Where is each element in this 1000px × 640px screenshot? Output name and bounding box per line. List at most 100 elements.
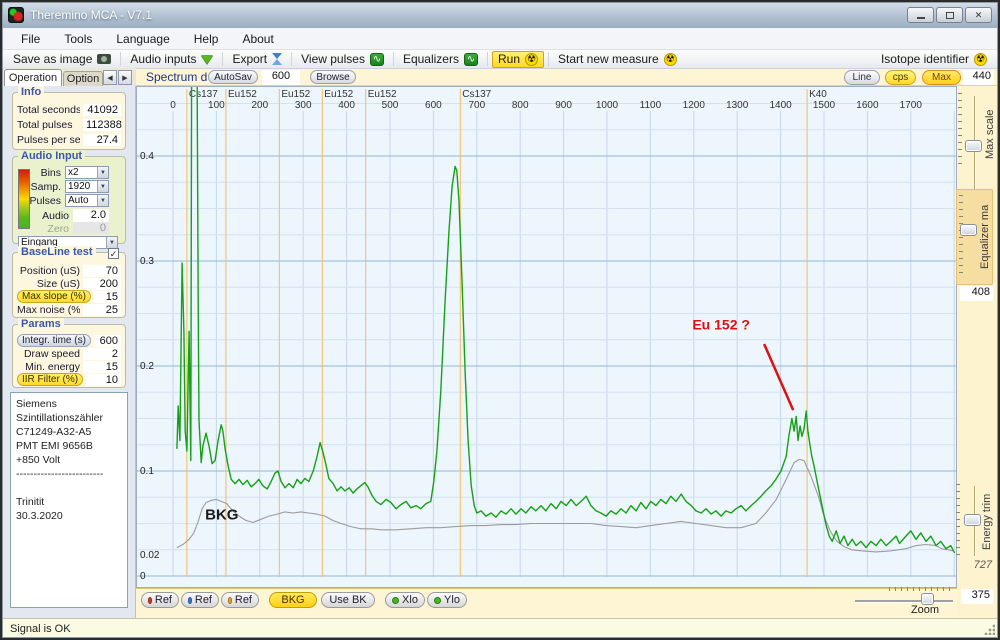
maximize-button[interactable] bbox=[936, 7, 963, 23]
toolbar-equalizers-button[interactable]: Equalizers bbox=[398, 51, 483, 68]
info-panel-title: Info bbox=[18, 86, 44, 98]
ref-2-button[interactable]: Ref bbox=[221, 592, 259, 608]
resize-grip[interactable] bbox=[984, 624, 995, 635]
draw-speed-value[interactable]: 2 bbox=[83, 348, 121, 360]
param-row: Draw speed2 bbox=[17, 347, 121, 360]
button-label: Ylo bbox=[444, 594, 460, 606]
browse-button[interactable]: Browse bbox=[310, 70, 356, 84]
iir-filter-label[interactable]: IIR Filter (%) bbox=[17, 373, 83, 386]
integr-time-s-label[interactable]: Integr. time (s) bbox=[17, 334, 91, 347]
memo-line: 30.3.2020 bbox=[16, 509, 122, 523]
position-us-value[interactable]: 70 bbox=[83, 265, 121, 277]
pulses-per-sec-label: Pulses per sec. bbox=[17, 134, 80, 146]
svg-text:1200: 1200 bbox=[683, 100, 706, 111]
svg-text:300: 300 bbox=[295, 100, 312, 111]
menu-item-about[interactable]: About bbox=[231, 30, 284, 48]
toolbar-isotope-identifier-button[interactable]: Isotope identifier bbox=[876, 51, 992, 68]
color-dot-icon bbox=[148, 597, 152, 604]
button-label: BKG bbox=[281, 594, 304, 606]
ref-0-button[interactable]: Ref bbox=[141, 592, 179, 608]
toolbar-label: Export bbox=[232, 52, 267, 66]
zoom-value: 375 bbox=[961, 589, 993, 604]
draw-speed-label: Draw speed bbox=[17, 348, 80, 360]
svg-text:1600: 1600 bbox=[856, 100, 879, 111]
toolbar-label: Audio inputs bbox=[130, 52, 196, 66]
svg-text:500: 500 bbox=[382, 100, 399, 111]
params-panel: Params Integr. time (s)600Draw speed2Min… bbox=[12, 324, 126, 388]
toolbar-save-as-image-button[interactable]: Save as image bbox=[8, 51, 116, 68]
energy-trim-ticks bbox=[956, 484, 960, 558]
xlo-5-button[interactable]: Xlo bbox=[385, 592, 425, 608]
svg-text:1000: 1000 bbox=[596, 100, 619, 111]
spectrum-chart[interactable]: Cs137Eu152Eu152Eu152Eu152Cs137K400100200… bbox=[136, 86, 957, 588]
param-row: Position (uS)70 bbox=[17, 264, 121, 277]
zero-field[interactable]: 0 bbox=[73, 222, 109, 234]
chevron-down-icon: ▼ bbox=[106, 237, 117, 248]
zoom-label: Zoom bbox=[903, 604, 947, 616]
tab-operation[interactable]: Operation bbox=[4, 69, 62, 86]
export-icon bbox=[272, 53, 282, 65]
max-slope-label[interactable]: Max slope (%) bbox=[17, 290, 91, 303]
toolbar-export-button[interactable]: Export bbox=[227, 51, 287, 68]
equalizer-label: Equalizer ma bbox=[979, 192, 991, 282]
ref-1-button[interactable]: Ref bbox=[181, 592, 219, 608]
tab-scroll-left-icon[interactable]: ◀ bbox=[103, 70, 117, 85]
bkg-button[interactable]: BKG bbox=[269, 592, 317, 608]
bottom-button-bar: Zoom Ref Ref Ref BKG Use BK Xlo Ylo bbox=[136, 588, 957, 618]
use-bk-button[interactable]: Use BK bbox=[321, 592, 375, 608]
svg-text:100: 100 bbox=[208, 100, 225, 111]
zoom-ticks bbox=[889, 587, 951, 591]
toolbar-label: Run bbox=[498, 52, 520, 66]
tab-scroll-right-icon[interactable]: ▶ bbox=[118, 70, 132, 85]
memo-notes[interactable]: SiemensSzintillationszählerC71249-A32-A5… bbox=[10, 392, 128, 608]
max-slope-value[interactable]: 15 bbox=[94, 291, 121, 303]
radiation-icon bbox=[974, 53, 987, 66]
equalizer-slider-thumb[interactable] bbox=[960, 224, 977, 236]
iir-filter-value[interactable]: 10 bbox=[86, 374, 121, 386]
toolbar-label: Save as image bbox=[13, 52, 92, 66]
toolbar-audio-inputs-button[interactable]: Audio inputs bbox=[125, 51, 218, 68]
pulses-select[interactable]: Auto▼ bbox=[65, 194, 109, 207]
minimize-button[interactable] bbox=[907, 7, 934, 23]
menu-item-help[interactable]: Help bbox=[183, 30, 230, 48]
button-label: Ref bbox=[195, 594, 212, 606]
svg-text:0.3: 0.3 bbox=[140, 256, 154, 267]
menu-item-language[interactable]: Language bbox=[105, 30, 180, 48]
svg-text:1500: 1500 bbox=[813, 100, 836, 111]
param-row: Size (uS)200 bbox=[17, 277, 121, 290]
menu-item-tools[interactable]: Tools bbox=[53, 30, 103, 48]
size-us-value[interactable]: 200 bbox=[83, 278, 121, 290]
toolbar-start-new-measure-button[interactable]: Start new measure bbox=[553, 51, 682, 68]
audio-gain-field[interactable]: 2.0 bbox=[73, 209, 109, 222]
baseline-checkbox[interactable]: ✓ bbox=[108, 248, 119, 259]
autosave-button[interactable]: AutoSav bbox=[208, 70, 258, 84]
param-row: Pulses per sec.27.4 bbox=[17, 132, 121, 147]
svg-text:1400: 1400 bbox=[769, 100, 792, 111]
menu-item-file[interactable]: File bbox=[10, 30, 51, 48]
info-panel: Info Total seconds41092Total pulses11238… bbox=[12, 92, 126, 150]
toolbar-run-button[interactable]: Run bbox=[492, 51, 544, 68]
radiation-icon bbox=[664, 53, 677, 66]
toolbar-label: View pulses bbox=[301, 52, 365, 66]
ylo-6-button[interactable]: Ylo bbox=[427, 592, 467, 608]
equalizer-value: 408 bbox=[960, 286, 993, 301]
energy-trim-slider-thumb[interactable] bbox=[964, 514, 981, 526]
integration-time-field[interactable]: 600 bbox=[262, 70, 300, 85]
zoom-slider[interactable] bbox=[855, 600, 953, 602]
max-scale-slider-thumb[interactable] bbox=[965, 140, 982, 152]
bins-select[interactable]: x2▼ bbox=[65, 166, 109, 179]
toolbar-view-pulses-button[interactable]: View pulses bbox=[296, 51, 389, 68]
samp-select[interactable]: 1920▼ bbox=[65, 180, 109, 193]
total-pulses-value: 112388 bbox=[83, 119, 121, 131]
max-noise-value[interactable]: 25 bbox=[83, 304, 121, 316]
svg-text:Cs137: Cs137 bbox=[189, 89, 218, 100]
tab-options[interactable]: Option bbox=[63, 71, 103, 86]
line-mode-button[interactable]: Line bbox=[844, 70, 880, 85]
close-button[interactable]: ✕ bbox=[965, 7, 992, 23]
min-energy-value[interactable]: 15 bbox=[83, 361, 121, 373]
cps-button[interactable]: cps bbox=[885, 70, 916, 85]
title-bar[interactable]: Theremino MCA - V7.1 ✕ bbox=[2, 2, 998, 28]
integr-time-s-value[interactable]: 600 bbox=[94, 335, 121, 347]
max-button[interactable]: Max bbox=[922, 70, 961, 85]
color-dot-icon bbox=[188, 597, 192, 604]
